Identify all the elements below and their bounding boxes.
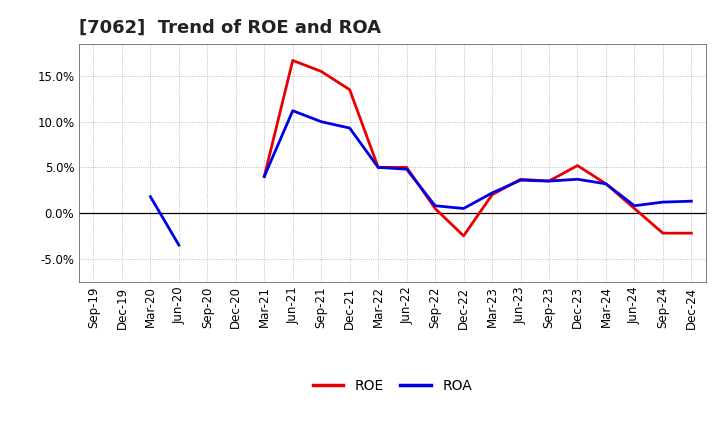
ROE: [346, 87, 354, 92]
ROE: [402, 165, 411, 170]
ROE: [545, 179, 554, 184]
ROA: [516, 177, 525, 183]
ROA: [545, 179, 554, 184]
ROA: [289, 108, 297, 114]
ROE: [602, 181, 611, 187]
ROA: [260, 174, 269, 179]
ROA: [402, 167, 411, 172]
ROA: [573, 176, 582, 182]
Line: ROE: ROE: [179, 60, 691, 277]
ROA: [487, 191, 496, 196]
ROE: [317, 69, 325, 74]
ROA: [346, 125, 354, 131]
ROA: [659, 199, 667, 205]
Text: [7062]  Trend of ROE and ROA: [7062] Trend of ROE and ROA: [79, 19, 381, 37]
ROE: [573, 163, 582, 168]
ROE: [487, 192, 496, 198]
ROA: [431, 203, 439, 209]
ROE: [431, 206, 439, 211]
ROE: [459, 233, 468, 238]
ROE: [630, 206, 639, 211]
ROA: [630, 203, 639, 209]
ROA: [602, 181, 611, 187]
ROE: [174, 275, 183, 280]
ROE: [374, 165, 382, 170]
ROE: [289, 58, 297, 63]
ROE: [516, 176, 525, 182]
ROA: [459, 206, 468, 211]
ROA: [317, 119, 325, 125]
Line: ROA: ROA: [150, 111, 691, 245]
ROE: [687, 231, 696, 236]
ROA: [146, 194, 155, 199]
ROE: [659, 231, 667, 236]
ROA: [174, 242, 183, 248]
ROA: [374, 165, 382, 170]
Legend: ROE, ROA: ROE, ROA: [307, 373, 477, 398]
ROE: [260, 174, 269, 179]
ROA: [687, 198, 696, 204]
